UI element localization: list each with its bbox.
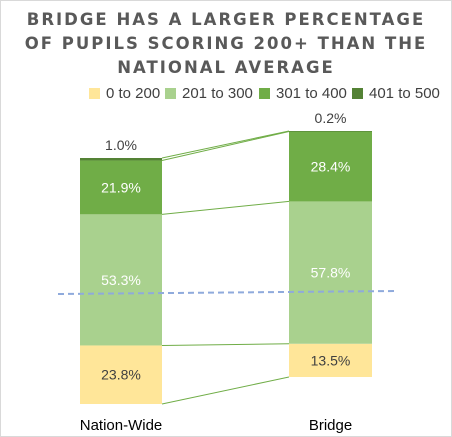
data-label-nation-wide-301-to-400: 21.9% xyxy=(101,179,141,195)
bar-bridge-201-to-300 xyxy=(289,201,372,344)
connector-line xyxy=(161,200,290,215)
legend-label: 0 to 200 xyxy=(106,85,161,102)
legend-label: 401 to 500 xyxy=(369,85,440,102)
chart-title-line-2: OF PUPILS SCORING 200+ THAN THE xyxy=(24,34,428,53)
reference-line xyxy=(57,290,398,295)
bar-nation-wide-301-to-400 xyxy=(80,160,162,215)
legend-label: 301 to 400 xyxy=(276,85,347,102)
category-label-bridge: Bridge xyxy=(309,417,352,434)
legend-swatch xyxy=(89,88,100,99)
data-label-bridge-401-to-500: 0.2% xyxy=(315,110,347,126)
chart-title-line-1: BRIDGE HAS A LARGER PERCENTAGE xyxy=(26,10,426,29)
legend-swatch xyxy=(165,88,176,99)
legend-item-201-to-300: 201 to 300 xyxy=(165,85,253,105)
legend-swatch xyxy=(259,88,270,99)
legend-item-401-to-500: 401 to 500 xyxy=(352,85,440,105)
data-label-bridge-0-to-200: 13.5% xyxy=(311,352,351,368)
bar-nation-wide-201-to-300 xyxy=(80,214,162,346)
connector-line xyxy=(161,376,290,405)
data-label-nation-wide-201-to-300: 53.3% xyxy=(101,272,141,288)
bar-bridge-0-to-200 xyxy=(289,343,372,377)
connector-line xyxy=(161,343,290,346)
data-label-nation-wide-401-to-500: 1.0% xyxy=(105,137,137,153)
bar-nation-wide-0-to-200 xyxy=(80,345,162,404)
bar-bridge-401-to-500 xyxy=(289,131,372,132)
legend-item-0-to-200: 0 to 200 xyxy=(89,85,160,105)
bar-nation-wide-401-to-500 xyxy=(80,158,162,161)
chart-legend: 0 to 200 201 to 300 301 to 400 401 to 50… xyxy=(0,85,452,105)
data-label-bridge-301-to-400: 28.4% xyxy=(311,158,351,174)
chart-title: BRIDGE HAS A LARGER PERCENTAGE OF PUPILS… xyxy=(0,8,452,80)
bar-bridge-301-to-400 xyxy=(289,131,372,202)
chart-title-line-3: NATIONAL AVERAGE xyxy=(117,58,335,77)
legend-item-301-to-400: 301 to 400 xyxy=(259,85,347,105)
data-label-bridge-201-to-300: 57.8% xyxy=(311,265,351,281)
category-label-nation-wide: Nation-Wide xyxy=(80,417,163,434)
legend-label: 201 to 300 xyxy=(182,85,253,102)
data-label-nation-wide-0-to-200: 23.8% xyxy=(101,367,141,383)
connector-line xyxy=(161,131,290,161)
legend-swatch xyxy=(352,88,363,99)
connector-line xyxy=(161,130,290,159)
